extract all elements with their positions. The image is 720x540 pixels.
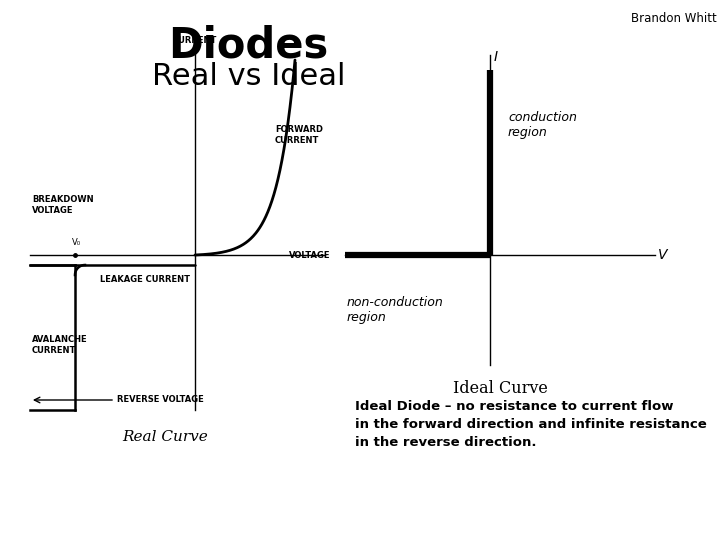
Text: LEAKAGE CURRENT: LEAKAGE CURRENT: [100, 275, 190, 284]
Text: BREAKDOWN
VOLTAGE: BREAKDOWN VOLTAGE: [32, 195, 94, 215]
Text: Brandon Whitt: Brandon Whitt: [631, 12, 716, 25]
Text: V: V: [658, 248, 667, 262]
Text: Ideal Diode – no resistance to current flow
in the forward direction and infinit: Ideal Diode – no resistance to current f…: [355, 400, 707, 449]
Text: non-conduction
region: non-conduction region: [347, 296, 444, 324]
Text: Real vs Ideal: Real vs Ideal: [152, 62, 345, 91]
Text: FORWARD
CURRENT: FORWARD CURRENT: [275, 125, 323, 145]
Text: CURRENT: CURRENT: [173, 36, 217, 45]
Text: REVERSE VOLTAGE: REVERSE VOLTAGE: [117, 395, 204, 404]
Text: conduction
region: conduction region: [508, 111, 577, 139]
Text: VOLTAGE: VOLTAGE: [289, 251, 330, 260]
Text: Real Curve: Real Curve: [122, 430, 208, 444]
Text: V₀: V₀: [72, 238, 81, 247]
Text: Diodes: Diodes: [168, 24, 328, 66]
Text: AVALANCHE
CURRENT: AVALANCHE CURRENT: [32, 335, 88, 355]
Text: Ideal Curve: Ideal Curve: [453, 380, 547, 397]
Text: I: I: [494, 50, 498, 64]
